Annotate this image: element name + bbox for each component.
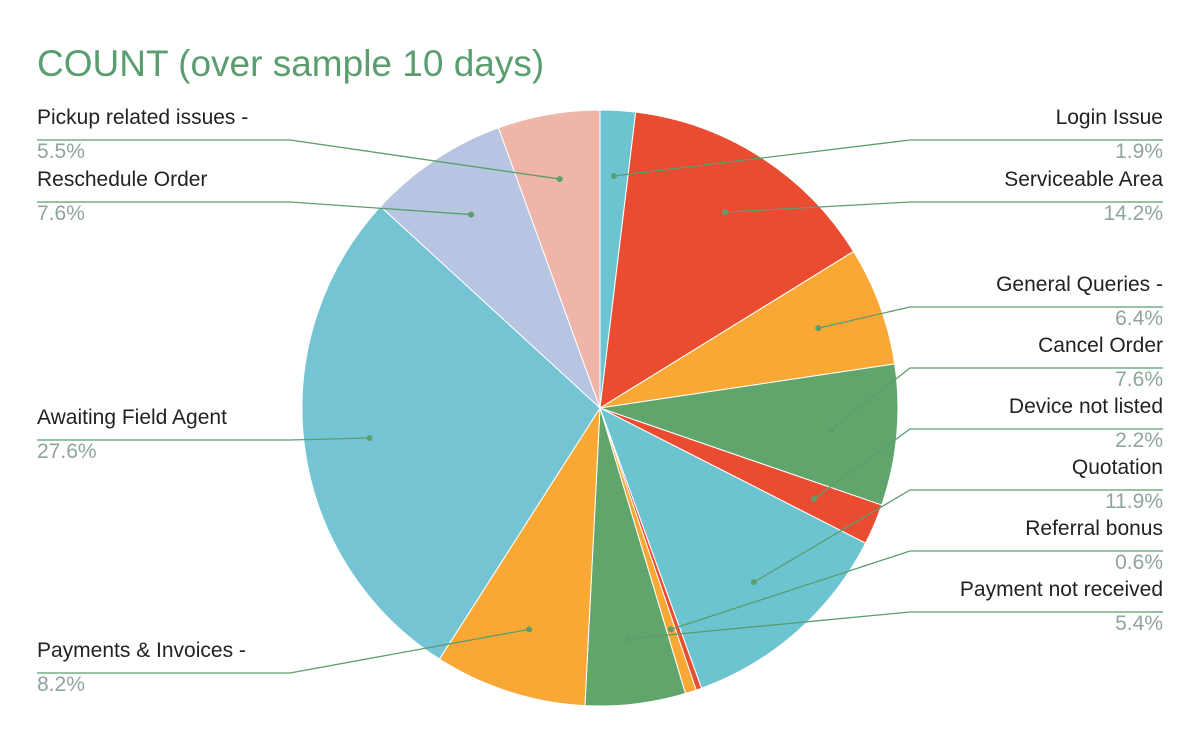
leader-line bbox=[753, 489, 1163, 583]
slice-label-percent: 5.4% bbox=[1115, 612, 1163, 635]
pie-slices bbox=[301, 109, 899, 707]
slice-label-name: Device not listed bbox=[1009, 395, 1163, 418]
leader-dot bbox=[815, 325, 822, 332]
slice-label-name: Referral bonus bbox=[1025, 517, 1163, 540]
leader-dot bbox=[526, 626, 533, 633]
leader-dot bbox=[828, 426, 835, 433]
slice-label-percent: 2.2% bbox=[1115, 429, 1163, 452]
slice-label-percent: 1.9% bbox=[1115, 140, 1163, 163]
pie-slice bbox=[497, 109, 601, 409]
slice-label-name: Serviceable Area bbox=[1004, 168, 1163, 191]
leader-line bbox=[670, 550, 1163, 630]
leader-line bbox=[37, 201, 472, 216]
leader-line bbox=[37, 437, 370, 441]
slice-label-name: Payments & Invoices - bbox=[37, 639, 246, 662]
leader-dot bbox=[667, 626, 674, 633]
leader-dot bbox=[556, 176, 563, 183]
slice-label-percent: 8.2% bbox=[37, 673, 85, 696]
leader-line bbox=[813, 428, 1163, 500]
slice-label-name: General Queries - bbox=[996, 273, 1163, 296]
slice-label-percent: 11.9% bbox=[1105, 490, 1163, 513]
slice-label-name: Quotation bbox=[1072, 456, 1163, 479]
leader-line bbox=[37, 139, 560, 180]
leader-dot bbox=[468, 211, 475, 218]
slice-label-percent: 6.4% bbox=[1115, 307, 1163, 330]
slice-label-percent: 14.2% bbox=[1103, 202, 1163, 225]
leader-dot bbox=[624, 635, 631, 642]
slice-label-name: Pickup related issues - bbox=[37, 106, 248, 129]
leader-line bbox=[818, 306, 1163, 329]
leader-dot bbox=[610, 172, 617, 179]
pie-slice bbox=[301, 205, 601, 660]
slice-labels: Login Issue 1.9% Serviceable Area 14.2% Gene… bbox=[37, 106, 1163, 696]
leader-dot bbox=[366, 435, 373, 442]
slice-label-percent: 7.6% bbox=[1115, 368, 1163, 391]
leader-lines bbox=[37, 139, 1163, 674]
leader-dot bbox=[750, 579, 757, 586]
chart-title: COUNT (over sample 10 days) bbox=[37, 43, 544, 84]
leader-line bbox=[831, 367, 1163, 430]
slice-label-name: Reschedule Order bbox=[37, 168, 207, 191]
leader-dot bbox=[810, 495, 817, 502]
slice-label-name: Awaiting Field Agent bbox=[37, 406, 227, 429]
pie-slice bbox=[599, 111, 855, 409]
pie-slice bbox=[599, 406, 867, 689]
leader-line bbox=[613, 139, 1163, 177]
slice-label-name: Login Issue bbox=[1056, 106, 1163, 129]
pie-slice bbox=[379, 127, 601, 409]
leader-line bbox=[627, 611, 1163, 640]
slice-label-name: Payment not received bbox=[960, 578, 1163, 601]
slice-label-percent: 7.6% bbox=[37, 202, 85, 225]
leader-line bbox=[725, 201, 1163, 213]
leader-line bbox=[37, 628, 530, 674]
leader-dot bbox=[722, 209, 729, 216]
pie-slice bbox=[599, 250, 896, 409]
slice-label-name: Cancel Order bbox=[1038, 334, 1163, 357]
slice-label-percent: 5.5% bbox=[37, 140, 85, 163]
slice-label-percent: 27.6% bbox=[37, 440, 97, 463]
pie-slice bbox=[438, 406, 601, 707]
slice-label-percent: 0.6% bbox=[1115, 551, 1163, 574]
pie-slice bbox=[599, 363, 899, 506]
